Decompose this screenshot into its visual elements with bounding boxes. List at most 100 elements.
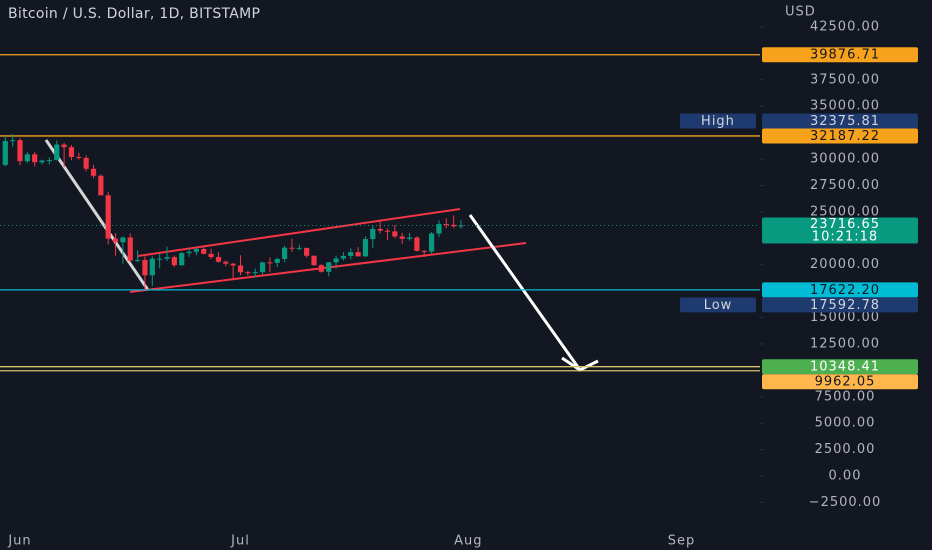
x-tick-label: Sep	[668, 534, 696, 549]
candle-body	[105, 195, 111, 239]
candle-body	[414, 237, 420, 251]
y-tick-label: 20000.00	[810, 257, 880, 272]
y-tick-label: 2500.00	[815, 442, 876, 457]
trend-line	[44, 139, 150, 291]
candle-body	[32, 154, 38, 163]
currency-label: USD	[785, 5, 816, 20]
candle-body	[399, 236, 405, 239]
candle-body	[245, 272, 251, 274]
x-tick-label: Jun	[7, 534, 31, 549]
candle-body	[340, 255, 346, 259]
candle-body	[179, 253, 185, 266]
candle-body	[230, 263, 236, 266]
y-tick-label: 0.00	[829, 469, 862, 484]
candle-body	[333, 258, 339, 263]
candle-body	[68, 147, 75, 157]
candle-body	[46, 160, 52, 162]
candle-body	[215, 257, 222, 262]
extreme-label: 17592.78	[810, 298, 880, 313]
candle-body	[362, 239, 369, 257]
price-label: 9962.05	[815, 375, 876, 390]
candle-body	[135, 259, 141, 261]
candle-body	[370, 228, 376, 240]
candle-body	[10, 140, 16, 142]
price-label-box	[762, 282, 918, 298]
candle-body	[392, 231, 398, 237]
price-label: 10348.41	[810, 360, 880, 375]
y-tick-label: 7500.00	[815, 389, 876, 404]
price-label: 39876.71	[810, 48, 880, 63]
extreme-label-box	[762, 113, 918, 129]
candle-body	[157, 258, 163, 260]
y-tick-label: 12500.00	[810, 336, 880, 351]
candle-body	[289, 247, 295, 249]
candle-body	[421, 250, 427, 252]
x-tick-label: Aug	[454, 534, 482, 549]
y-tick-label: 35000.00	[810, 99, 880, 114]
candle-body	[24, 154, 30, 162]
arrow-shaft	[468, 214, 582, 371]
candle-body	[282, 247, 288, 259]
y-tick-label: 30000.00	[810, 152, 880, 167]
extreme-name: High	[701, 114, 735, 129]
candle-body	[237, 265, 244, 273]
candle-body	[296, 247, 302, 249]
candle-body	[304, 247, 310, 256]
candle-body	[193, 248, 199, 252]
candle-body	[436, 224, 442, 234]
candle-body	[98, 175, 104, 196]
arrow-head	[561, 356, 599, 372]
candle-body	[112, 238, 119, 243]
y-tick-label: 5000.00	[815, 416, 876, 431]
candle-body	[259, 262, 266, 273]
last-price-box	[762, 217, 918, 244]
chart-title: Bitcoin / U.S. Dollar, 1D, BITSTAMP	[8, 6, 260, 22]
y-tick-label: −2500.00	[809, 495, 882, 510]
extreme-name-box	[680, 297, 756, 313]
price-label: 32187.22	[810, 129, 880, 144]
candle-body	[149, 258, 155, 276]
candle-body	[252, 272, 258, 274]
candle-body	[61, 144, 67, 148]
candle-body	[223, 261, 229, 264]
extreme-name: Low	[704, 298, 733, 313]
candle-body	[406, 237, 413, 239]
candle-body	[355, 252, 361, 257]
candle-body	[443, 224, 449, 226]
y-tick-label: 15000.00	[810, 310, 880, 325]
candle-body	[2, 141, 8, 165]
candle-body	[164, 257, 170, 259]
candle-body	[208, 253, 214, 258]
price-label-box	[762, 47, 918, 63]
y-tick-label: 25000.00	[810, 204, 880, 219]
candle-body	[201, 248, 207, 254]
candle-body	[83, 157, 89, 169]
extreme-label: 32375.81	[810, 114, 880, 129]
candle-body	[429, 233, 435, 252]
candle-body	[377, 228, 383, 231]
candle-body	[171, 257, 177, 266]
candle-body	[274, 258, 280, 263]
x-tick-label: Jul	[230, 534, 250, 549]
candle-body	[186, 251, 192, 254]
candle-body	[384, 230, 391, 232]
candle-body	[127, 237, 133, 261]
candle-body	[90, 168, 97, 176]
price-label-box	[762, 359, 918, 375]
candle-body	[54, 144, 60, 161]
price-label-box	[762, 128, 918, 144]
candle-body	[458, 225, 464, 227]
extreme-label-box	[762, 297, 918, 313]
candle-body	[76, 156, 82, 158]
y-tick-label: 37500.00	[810, 72, 880, 87]
y-tick-label: 27500.00	[810, 178, 880, 193]
candle-body	[318, 265, 324, 272]
candle-body	[451, 224, 457, 227]
last-price-label: 23716.65	[810, 217, 880, 232]
candle-body	[120, 237, 126, 243]
candle-body	[39, 160, 45, 163]
countdown-label: 10:21:18	[812, 229, 878, 244]
candle-body	[348, 252, 354, 256]
